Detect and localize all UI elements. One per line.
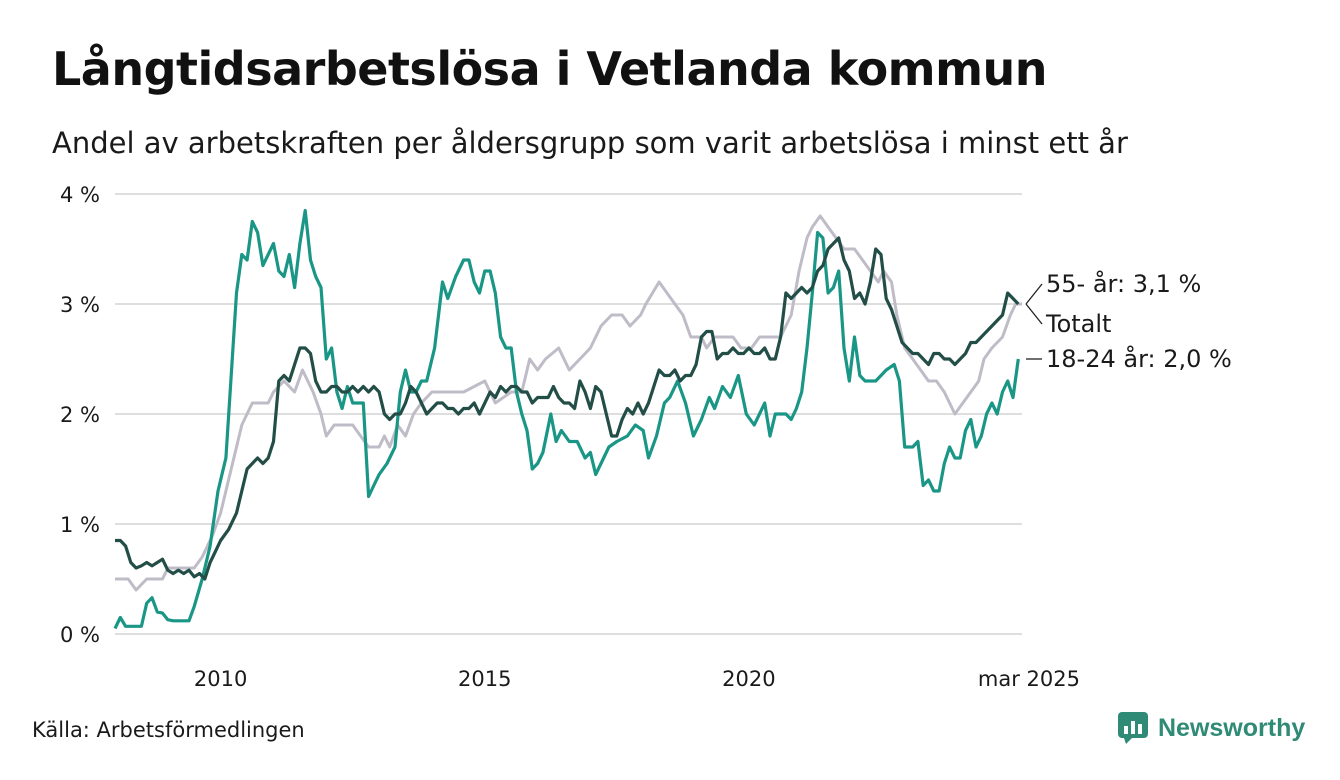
end-label-connector (1025, 283, 1043, 305)
series-line-totalt (115, 214, 1022, 592)
brand-logo[interactable]: Newsworthy (1118, 712, 1305, 744)
y-tick-label: 0 % (60, 623, 100, 647)
chart-title: Långtidsarbetslösa i Vetlanda kommun (52, 42, 1048, 96)
x-tick-label: 2010 (194, 667, 247, 691)
series-end-label: 18-24 år: 2,0 % (1046, 344, 1232, 373)
line-chart: 0 % 1 % 2 % 3 % 4 % 2010 2015 2020 mar 2025 Tot… (60, 183, 1232, 691)
y-tick-label: 2 % (60, 403, 100, 427)
chart-subtitle: Andel av arbetskraften per åldersgrupp s… (52, 126, 1128, 160)
newsworthy-logo-icon (1118, 712, 1148, 744)
x-tick-label: 2015 (458, 667, 511, 691)
y-tick-label: 4 % (60, 183, 100, 207)
series-end-label: 55- år: 3,1 % (1046, 269, 1201, 298)
y-tick-label: 3 % (60, 293, 100, 317)
series-end-label: Totalt (1045, 310, 1111, 338)
gridlines (115, 193, 1022, 635)
y-axis-tick-labels: 0 % 1 % 2 % 3 % 4 % (60, 183, 100, 647)
x-tick-label: 2020 (722, 667, 775, 691)
end-label-connector (1025, 303, 1043, 325)
series-line-18-24-r (113, 208, 1020, 630)
series-end-labels: Totalt 18-24 år: 2,0 % 55- år: 3,1 % (1025, 269, 1232, 373)
brand-name: Newsworthy (1158, 713, 1306, 742)
x-axis-tick-labels: 2010 2015 2020 mar 2025 (194, 667, 1080, 691)
series-lines (113, 208, 1022, 630)
series-line-55-r (115, 236, 1020, 581)
source-note: Källa: Arbetsförmedlingen (32, 718, 305, 742)
y-tick-label: 1 % (60, 513, 100, 537)
x-tick-label: mar 2025 (978, 667, 1080, 691)
